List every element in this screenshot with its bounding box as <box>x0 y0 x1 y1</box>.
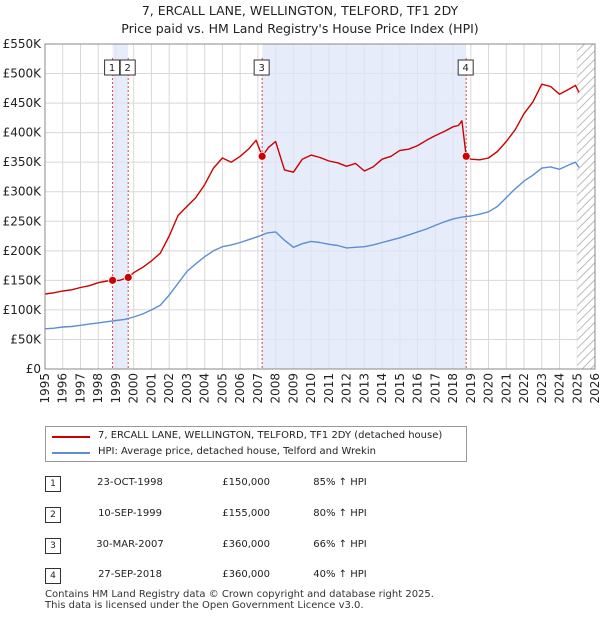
y-tick-label: £250K <box>3 214 43 228</box>
x-tick-label: 2025 <box>570 373 584 404</box>
sale-marker-box <box>457 59 474 76</box>
x-tick-label: 2002 <box>162 373 176 404</box>
x-tick-label: 1997 <box>73 373 87 404</box>
x-tick-label: 2005 <box>215 373 229 404</box>
sale-number-badge: 1 <box>45 476 61 492</box>
sale-row-3: 3 30-MAR-2007 £360,000 66% ↑ HPI <box>45 536 465 556</box>
sale-row-1: 1 23-OCT-1998 £150,000 85% ↑ HPI <box>45 474 465 494</box>
y-tick-label: £550K <box>3 37 43 51</box>
y-tick-label: £200K <box>3 244 43 258</box>
y-tick-label: £0 <box>26 362 41 376</box>
x-tick-label: 2000 <box>127 373 141 404</box>
forecast-hatch <box>577 44 595 369</box>
sale-point <box>123 273 133 282</box>
sale-marker-box <box>104 59 121 76</box>
x-tick-label: 2012 <box>340 373 354 404</box>
sale-marker-label: 4 <box>463 63 469 74</box>
sale-price: £155,000 <box>222 508 270 519</box>
sale-point <box>461 151 471 161</box>
x-tick-label: 2018 <box>446 373 460 404</box>
sale-marker-label: 3 <box>258 63 264 74</box>
x-tick-label: 2011 <box>322 373 336 404</box>
x-tick-label: 1996 <box>56 373 70 404</box>
x-tick-label: 2007 <box>251 373 265 404</box>
sale-row-4: 4 27-SEP-2018 £360,000 40% ↑ HPI <box>45 566 465 586</box>
y-tick-label: £400K <box>3 126 43 140</box>
y-tick-label: £350K <box>3 155 43 169</box>
sale-marker-label: 2 <box>125 63 131 74</box>
sale-marker-box <box>253 59 270 76</box>
y-tick-label: £50K <box>10 332 42 346</box>
series-line-hpi <box>44 161 580 330</box>
x-tick-label: 2003 <box>180 373 194 404</box>
sale-date: 23-OCT-1998 <box>97 477 163 488</box>
x-tick-label: 2017 <box>428 373 442 404</box>
legend-swatch-hpi <box>52 452 90 454</box>
x-tick-label: 2022 <box>517 373 531 404</box>
sale-hpi-change: 40% ↑ HPI <box>313 569 367 580</box>
footer-licence: This data is licensed under the Open Gov… <box>45 600 364 611</box>
x-tick-label: 2015 <box>393 373 407 404</box>
legend-label-hpi: HPI: Average price, detached house, Telf… <box>98 446 376 457</box>
x-tick-label: 2021 <box>499 373 513 404</box>
title-address: 7, ERCALL LANE, WELLINGTON, TELFORD, TF1… <box>141 3 459 18</box>
x-tick-label: 2024 <box>553 373 567 404</box>
sale-row-2: 2 10-SEP-1999 £155,000 80% ↑ HPI <box>45 505 465 525</box>
sale-hpi-change: 80% ↑ HPI <box>313 508 367 519</box>
sale-price: £150,000 <box>222 477 270 488</box>
x-tick-label: 1999 <box>109 373 123 404</box>
ownership-span <box>262 44 467 369</box>
x-tick-label: 2008 <box>269 373 283 404</box>
sale-hpi-change: 66% ↑ HPI <box>313 539 367 550</box>
x-tick-label: 2009 <box>286 373 300 404</box>
x-tick-label: 2016 <box>411 373 425 404</box>
x-tick-label: 2020 <box>482 373 496 404</box>
x-tick-label: 2026 <box>588 373 600 404</box>
sale-date: 27-SEP-2018 <box>98 569 162 580</box>
sale-marker-box <box>119 59 136 76</box>
x-tick-label: 2001 <box>144 373 158 404</box>
sale-price: £360,000 <box>222 539 270 550</box>
sale-price: £360,000 <box>222 569 270 580</box>
sale-number-badge: 2 <box>45 507 61 523</box>
x-tick-label: 2023 <box>535 373 549 404</box>
copyright-footer: Contains HM Land Registry data © Crown c… <box>45 589 434 611</box>
sale-marker-label: 1 <box>109 63 115 74</box>
y-tick-label: £300K <box>3 185 43 199</box>
y-tick-label: £100K <box>3 303 43 317</box>
y-tick-label: £500K <box>3 67 43 81</box>
series-line-property <box>44 83 580 295</box>
sale-number-badge: 4 <box>45 568 61 584</box>
legend-label-property: 7, ERCALL LANE, WELLINGTON, TELFORD, TF1… <box>98 430 443 441</box>
title-subtitle: Price paid vs. HM Land Registry's House … <box>121 21 479 36</box>
x-tick-label: 2010 <box>304 373 318 404</box>
sale-point <box>257 151 267 161</box>
chart-legend: 7, ERCALL LANE, WELLINGTON, TELFORD, TF1… <box>45 426 467 462</box>
sale-point <box>108 275 117 285</box>
sale-number-badge: 3 <box>45 538 61 554</box>
x-tick-label: 2013 <box>357 373 371 404</box>
x-tick-label: 1995 <box>38 373 52 404</box>
chart-title: 7, ERCALL LANE, WELLINGTON, TELFORD, TF1… <box>0 2 600 38</box>
plot-frame <box>44 43 596 370</box>
x-tick-label: 2014 <box>375 373 389 404</box>
sale-hpi-change: 85% ↑ HPI <box>313 477 367 488</box>
x-tick-label: 2004 <box>198 373 212 404</box>
sale-date: 10-SEP-1999 <box>98 508 162 519</box>
legend-swatch-property <box>52 436 90 438</box>
x-tick-label: 2019 <box>464 373 478 404</box>
sale-date: 30-MAR-2007 <box>96 539 164 550</box>
x-tick-label: 1998 <box>91 373 105 404</box>
x-tick-label: 2006 <box>233 373 247 404</box>
ownership-span <box>112 44 129 369</box>
y-tick-label: £450K <box>3 96 43 110</box>
footer-copyright: Contains HM Land Registry data © Crown c… <box>45 589 434 600</box>
y-tick-label: £150K <box>3 273 43 287</box>
